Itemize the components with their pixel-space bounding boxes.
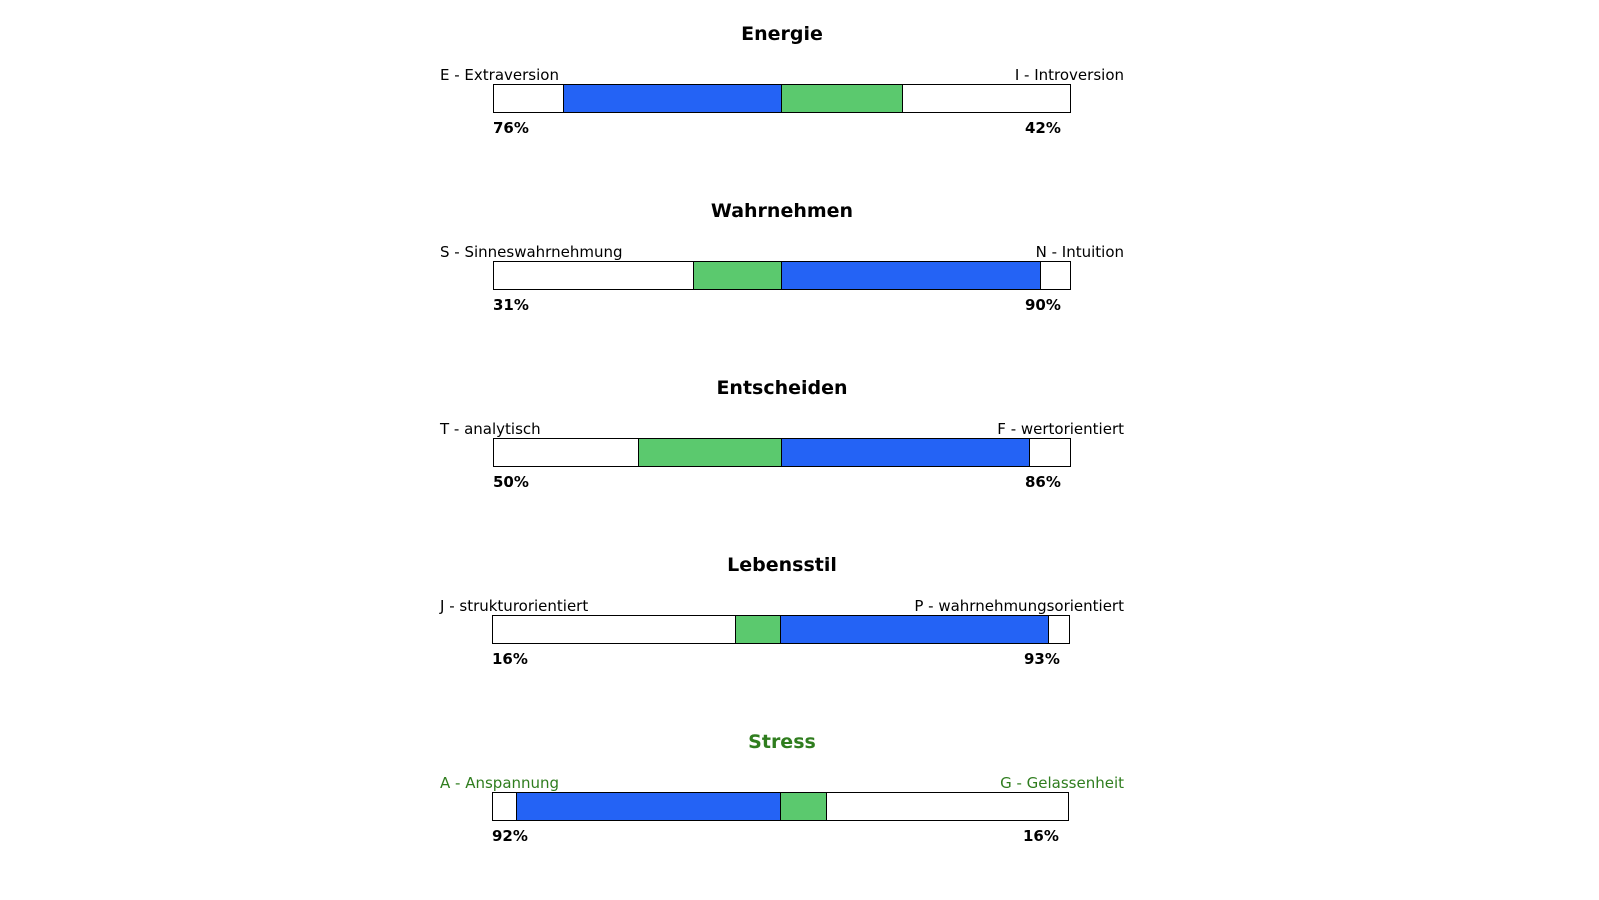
dimension-title: Energie <box>741 23 823 45</box>
preference-bar <box>493 261 1071 290</box>
right-percentage: 86% <box>1025 473 1061 491</box>
right-pole-bar <box>782 439 1030 466</box>
dimension-stress: Stress A - Anspannung G - Gelassenheit 92% 1… <box>440 730 1124 890</box>
right-pole-bar <box>780 793 827 820</box>
right-pole-bar <box>782 85 903 112</box>
dimension-title: Entscheiden <box>716 377 848 399</box>
right-pole-bar <box>782 262 1042 289</box>
dimension-entscheiden: Entscheiden T - analytisch F - wertorienti… <box>440 376 1124 536</box>
dimension-energie: Energie E - Extraversion I - Introversion 7… <box>440 22 1124 182</box>
left-pole-bar <box>563 85 782 112</box>
left-pole-bar <box>692 262 782 289</box>
dimension-wahrnehmen: Wahrnehmen S - Sinneswahrnehmung N - Intui… <box>440 199 1124 359</box>
left-pole-bar <box>734 616 781 643</box>
right-pole-label: P - wahrnehmungsorientiert <box>914 597 1124 615</box>
preference-bar <box>492 792 1069 821</box>
left-pole-label: T - analytisch <box>440 420 541 438</box>
dimension-title: Wahrnehmen <box>710 200 854 222</box>
left-percentage: 92% <box>492 827 528 845</box>
dimension-title: Stress <box>748 731 816 753</box>
left-pole-label: J - strukturorientiert <box>440 597 589 615</box>
left-percentage: 76% <box>493 119 529 137</box>
preference-bar <box>493 438 1071 467</box>
left-percentage: 31% <box>493 296 529 314</box>
right-pole-label: G - Gelassenheit <box>1000 774 1124 792</box>
preference-bar <box>493 84 1071 113</box>
right-pole-label: F - wertorientiert <box>997 420 1124 438</box>
right-percentage: 42% <box>1025 119 1061 137</box>
right-percentage: 93% <box>1024 650 1060 668</box>
left-pole-label: E - Extraversion <box>440 66 559 84</box>
left-percentage: 16% <box>492 650 528 668</box>
preference-bar <box>492 615 1070 644</box>
left-pole-bar <box>638 439 782 466</box>
left-pole-bar <box>516 793 781 820</box>
right-pole-bar <box>781 616 1049 643</box>
left-pole-label: A - Anspannung <box>440 774 560 792</box>
right-percentage: 90% <box>1025 296 1061 314</box>
right-pole-label: N - Intuition <box>1035 243 1124 261</box>
dimension-lebensstil: Lebensstil J - strukturorientiert P - wahr… <box>440 553 1124 713</box>
left-pole-label: S - Sinneswahrnehmung <box>440 243 623 261</box>
right-pole-label: I - Introversion <box>1014 66 1124 84</box>
dimension-title: Lebensstil <box>727 554 837 576</box>
right-percentage: 16% <box>1023 827 1059 845</box>
left-percentage: 50% <box>493 473 529 491</box>
